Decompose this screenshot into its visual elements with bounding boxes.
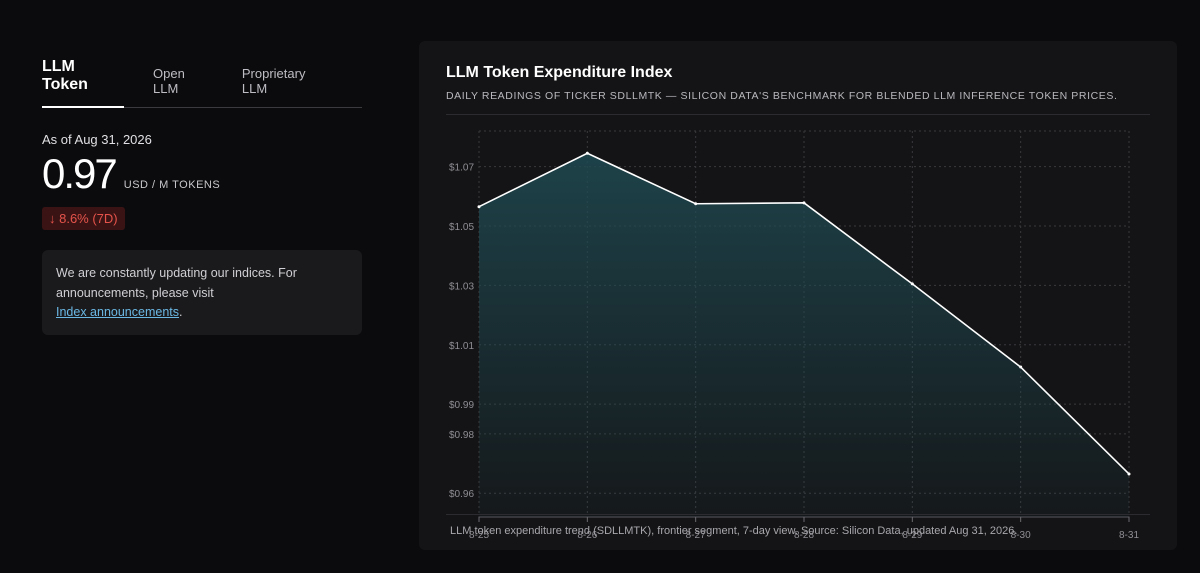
data-point — [694, 202, 698, 206]
index-announcements-link[interactable]: Index announcements — [56, 305, 180, 319]
y-tick-label: $1.01 — [449, 341, 474, 352]
price-chart[interactable]: $1.07 $1.05 $1.03 $1.01 $0.99 $0.98 $0.96 8-25 8… — [419, 115, 1177, 555]
notice-tail: . — [179, 305, 183, 319]
footer-divider — [446, 514, 1150, 515]
y-tick-label: $1.05 — [449, 222, 474, 233]
data-point — [910, 282, 914, 286]
data-point — [802, 201, 806, 205]
x-tick-label: 8-27 — [686, 530, 706, 541]
chart-subtitle: DAILY READINGS OF TICKER SDLLMTK — SILIC… — [446, 90, 1118, 102]
chart-caption: LLM token expenditure trend (SDLLMTK), f… — [450, 525, 1018, 537]
tab-open-llm[interactable]: Open LLM — [153, 66, 185, 96]
tab-llm-token[interactable]: LLM Token — [42, 58, 125, 108]
x-tick-label: 8-31 — [1119, 530, 1139, 541]
y-tick-label: $1.07 — [449, 163, 474, 174]
y-tick-label: $0.99 — [449, 400, 474, 411]
as-of-date: As of Aug 31, 2026 — [42, 132, 152, 147]
y-tick-label: $0.98 — [449, 430, 474, 441]
chart-title: LLM Token Expenditure Index — [446, 64, 673, 81]
data-point — [1127, 472, 1131, 476]
current-value: 0.97 — [42, 150, 118, 197]
y-tick-label: $1.03 — [449, 281, 474, 292]
x-tick-label: 8-25 — [469, 530, 489, 541]
card-divider — [446, 114, 1150, 115]
y-tick-label: $0.96 — [449, 489, 474, 500]
tab-proprietary-llm[interactable]: Proprietary LLM — [241, 66, 306, 96]
x-tick-label: 8-30 — [1011, 530, 1031, 541]
x-tick-label: 8-28 — [794, 530, 814, 541]
notice-text: We are constantly updating our indices. … — [56, 266, 297, 300]
chart-card: LLM Token Expenditure Index DAILY READIN… — [419, 41, 1177, 550]
change-badge: ↓ 8.6% (7D) — [42, 207, 125, 230]
data-point — [1019, 365, 1023, 369]
announcement-notice: We are constantly updating our indices. … — [42, 250, 362, 335]
data-point — [477, 205, 481, 209]
x-tick-label: 8-26 — [577, 530, 597, 541]
area-fill — [479, 153, 1129, 517]
index-summary-panel: LLM Token Open LLM Proprietary LLM As of… — [42, 58, 362, 335]
index-tabs: LLM Token Open LLM Proprietary LLM — [42, 58, 362, 108]
current-value-row: 0.97 USD / M TOKENS — [42, 153, 362, 199]
data-point — [585, 151, 589, 155]
x-tick-label: 8-29 — [902, 530, 922, 541]
value-unit: USD / M TOKENS — [123, 179, 221, 191]
